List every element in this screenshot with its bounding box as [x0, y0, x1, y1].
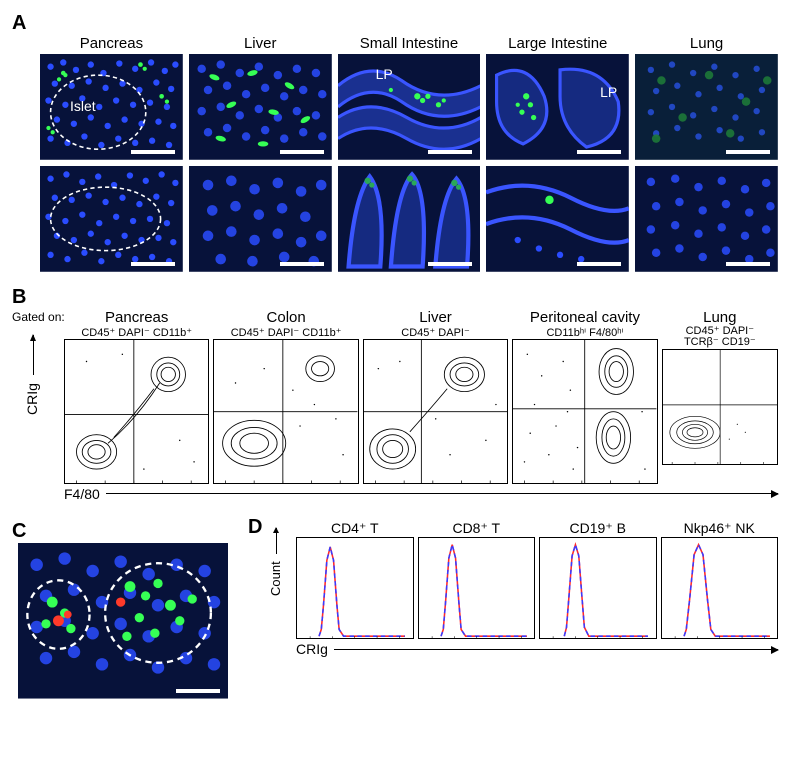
panel-a-row1: Islet: [40, 54, 778, 160]
scale-bar: [577, 150, 621, 154]
tissue-label: Lung: [635, 35, 778, 52]
panel-d-x-axis: CRIg: [296, 641, 778, 657]
facs-gate-label: CD45⁺ DAPI⁻ CD11b⁺: [64, 326, 209, 339]
facs-gate-label: CD11bʰⁱ F4/80ʰⁱ: [512, 326, 657, 339]
panel-d: D CD4⁺ T CD8⁺ T CD19⁺ B Nkp46⁺ NK: [252, 520, 778, 657]
hist-nk: [661, 537, 779, 639]
micrograph-panel-c: [18, 543, 228, 699]
panel-a-row2: [40, 166, 778, 272]
y-axis-label: Count: [268, 561, 283, 596]
scale-bar: [726, 262, 770, 266]
facs-tissue-label: Lung: [662, 309, 778, 326]
micrograph-large-intestine-2: [486, 166, 629, 272]
scale-bar: [726, 150, 770, 154]
panel-b-y-axis: CRIg: [24, 336, 40, 416]
facs-tissue-label: Colon: [213, 309, 358, 326]
micrograph-small-intestine-2: [338, 166, 481, 272]
facs-plot-peritoneal: [512, 339, 657, 484]
scale-bar: [131, 150, 175, 154]
x-axis-label: F4/80: [64, 486, 100, 502]
hist-label: CD4⁺ T: [296, 520, 414, 537]
micrograph-lung-2: [635, 166, 778, 272]
scale-bar: [131, 262, 175, 266]
facs-plot-colon: [213, 339, 358, 484]
micrograph-liver-1: [189, 54, 332, 160]
panel-a-letter: A: [12, 12, 26, 34]
panel-d-letter: D: [248, 516, 262, 539]
scale-bar: [428, 262, 472, 266]
scale-bar: [428, 150, 472, 154]
tissue-label: Liver: [189, 35, 332, 52]
hist-label: CD8⁺ T: [418, 520, 536, 537]
facs-tissue-label: Liver: [363, 309, 508, 326]
arrow-line: [106, 493, 778, 494]
hist-cd19: [539, 537, 657, 639]
x-axis-label: CRIg: [296, 641, 328, 657]
micrograph-pancreas-1: Islet: [40, 54, 183, 160]
micrograph-lung-1: [635, 54, 778, 160]
panel-c-letter: C: [12, 520, 26, 542]
scale-bar: [176, 689, 220, 693]
hist-cd4: [296, 537, 414, 639]
hist-label: Nkp46⁺ NK: [661, 520, 779, 537]
panel-a: A Pancreas Liver Small Intestine Large I…: [12, 12, 778, 272]
facs-gate-label: CD45⁺ DAPI⁻ CD11b⁺: [213, 326, 358, 339]
facs-plot-pancreas: [64, 339, 209, 484]
scale-bar: [280, 150, 324, 154]
panel-b-x-axis: F4/80: [64, 486, 778, 502]
facs-tissue-label: Pancreas: [64, 309, 209, 326]
panel-d-headers: CD4⁺ T CD8⁺ T CD19⁺ B Nkp46⁺ NK: [296, 520, 778, 537]
tissue-label: Pancreas: [40, 35, 183, 52]
micrograph-liver-2: [189, 166, 332, 272]
panel-c: C: [12, 520, 228, 699]
facs-plot-lung: [662, 349, 778, 465]
panel-d-plots: [296, 537, 778, 639]
scale-bar: [577, 262, 621, 266]
panel-b-columns: Pancreas CD45⁺ DAPI⁻ CD11b⁺: [64, 309, 778, 484]
gated-on-label: Gated on:: [12, 310, 65, 324]
lp-annotation: LP: [600, 84, 617, 100]
facs-plot-liver: [363, 339, 508, 484]
panel-b: B Gated on: Pancreas CD45⁺ DAPI⁻ CD11b⁺: [12, 286, 778, 502]
y-axis-label: CRIg: [24, 384, 40, 416]
panel-b-letter: B: [12, 286, 26, 308]
micrograph-large-intestine-1: LP: [486, 54, 629, 160]
islet-annotation: Islet: [70, 98, 96, 114]
arrow-line: [334, 649, 778, 650]
hist-label: CD19⁺ B: [539, 520, 657, 537]
facs-gate-label: CD45⁺ DAPI⁻ TCRβ⁻ CD19⁻: [662, 326, 778, 349]
panel-a-headers: Pancreas Liver Small Intestine Large Int…: [40, 35, 778, 52]
hist-cd8: [418, 537, 536, 639]
facs-gate-label: CD45⁺ DAPI⁻: [363, 326, 508, 339]
scale-bar: [280, 262, 324, 266]
facs-tissue-label: Peritoneal cavity: [512, 309, 657, 326]
micrograph-pancreas-2: [40, 166, 183, 272]
tissue-label: Large Intestine: [486, 35, 629, 52]
panel-d-y-axis: Count: [268, 527, 283, 595]
tissue-label: Small Intestine: [338, 35, 481, 52]
micrograph-small-intestine-1: LP: [338, 54, 481, 160]
lp-annotation: LP: [376, 66, 393, 82]
